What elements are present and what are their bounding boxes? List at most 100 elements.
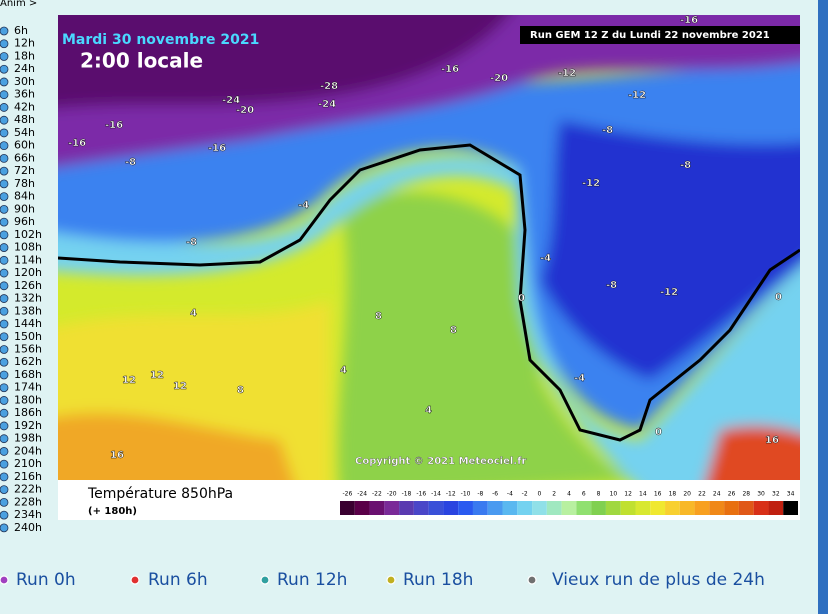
run-radio[interactable] — [386, 575, 396, 585]
hour-link[interactable]: 186h — [14, 406, 42, 419]
hour-link[interactable]: 84h — [14, 190, 35, 203]
run-link[interactable]: Vieux run de plus de 24h — [552, 570, 765, 590]
run-link[interactable]: Run 0h — [16, 570, 76, 590]
hour-link[interactable]: 90h — [14, 202, 35, 215]
hour-radio[interactable] — [0, 179, 9, 189]
hour-radio[interactable] — [0, 141, 9, 151]
hour-link[interactable]: 6h — [14, 24, 28, 37]
hour-link[interactable]: 216h — [14, 470, 42, 483]
color-swatch — [694, 501, 710, 515]
run-radio[interactable] — [260, 575, 270, 585]
hour-link[interactable]: 222h — [14, 483, 42, 496]
hour-link[interactable]: 78h — [14, 177, 35, 190]
hour-radio[interactable] — [0, 345, 9, 354]
hour-radio[interactable] — [0, 421, 9, 431]
hour-radio[interactable] — [0, 332, 9, 342]
run-link[interactable]: Run 18h — [403, 570, 473, 590]
hour-radio[interactable] — [0, 281, 9, 291]
hour-link[interactable]: 204h — [14, 444, 42, 457]
hour-radio[interactable] — [0, 497, 9, 507]
hour-link[interactable]: 126h — [14, 279, 42, 292]
hour-radio[interactable] — [0, 268, 9, 278]
run-link[interactable]: Run 12h — [277, 570, 347, 590]
hour-link[interactable]: 120h — [14, 266, 42, 279]
hour-radio[interactable] — [0, 39, 9, 49]
hour-link[interactable]: 210h — [14, 457, 42, 470]
hour-link[interactable]: 156h — [14, 343, 42, 356]
hour-link[interactable]: 30h — [14, 75, 35, 88]
hour-link[interactable]: 114h — [14, 253, 42, 266]
hour-link[interactable]: 36h — [14, 88, 35, 101]
hour-radio[interactable] — [0, 447, 9, 456]
color-swatch — [340, 501, 355, 515]
hour-radio[interactable] — [0, 192, 9, 202]
hour-radio[interactable] — [0, 408, 9, 418]
contour-label: -16 — [680, 15, 698, 26]
hour-link[interactable]: 12h — [14, 37, 35, 50]
hour-radio[interactable] — [0, 128, 9, 138]
hour-radio[interactable] — [0, 383, 9, 393]
hour-radio[interactable] — [0, 64, 9, 74]
contour-label: -12 — [660, 287, 678, 298]
hour-radio[interactable] — [0, 103, 9, 112]
hour-radio[interactable] — [0, 370, 9, 380]
hour-radio[interactable] — [0, 459, 9, 469]
hour-link[interactable]: 138h — [14, 304, 42, 317]
hour-link[interactable]: 54h — [14, 126, 35, 139]
hour-link[interactable]: 96h — [14, 215, 35, 228]
hour-radio[interactable] — [0, 154, 9, 163]
scrollbar[interactable] — [818, 0, 828, 614]
hour-radio[interactable] — [0, 115, 9, 125]
hour-link[interactable]: 48h — [14, 113, 35, 126]
hour-radio[interactable] — [0, 217, 9, 227]
hour-radio[interactable] — [0, 396, 9, 405]
hour-link[interactable]: 228h — [14, 495, 42, 508]
scale-label: -10 — [461, 491, 471, 498]
hour-radio[interactable] — [0, 306, 9, 316]
hour-link[interactable]: 180h — [14, 393, 42, 406]
hour-radio[interactable] — [0, 523, 9, 533]
run-radio[interactable] — [130, 575, 140, 585]
hour-radio[interactable] — [0, 472, 9, 482]
hour-radio[interactable] — [0, 243, 9, 252]
hour-radio[interactable] — [0, 26, 9, 36]
contour-label: -24 — [222, 95, 240, 106]
run-radio[interactable] — [527, 575, 537, 585]
hour-radio[interactable] — [0, 255, 9, 265]
hour-radio[interactable] — [0, 90, 9, 100]
hour-link[interactable]: 108h — [14, 241, 42, 254]
hour-link[interactable]: 144h — [14, 317, 42, 330]
run-radio[interactable] — [0, 575, 9, 585]
hour-link[interactable]: 42h — [14, 100, 35, 113]
hour-link[interactable]: 234h — [14, 508, 42, 521]
hour-link[interactable]: 240h — [14, 521, 42, 534]
hour-link[interactable]: 18h — [14, 49, 35, 62]
hour-link[interactable]: 192h — [14, 419, 42, 432]
copyright: Copyright © 2021 Meteociel.fr — [355, 456, 526, 467]
hour-link[interactable]: 66h — [14, 151, 35, 164]
hour-link[interactable]: 132h — [14, 292, 42, 305]
hour-link[interactable]: 168h — [14, 368, 42, 381]
hour-link[interactable]: 174h — [14, 381, 42, 394]
hour-radio[interactable] — [0, 166, 9, 176]
hour-radio[interactable] — [0, 294, 9, 303]
anim-link[interactable]: Anim > — [0, 0, 37, 9]
hour-link[interactable]: 162h — [14, 355, 42, 368]
hour-radio[interactable] — [0, 319, 9, 329]
hour-link[interactable]: 150h — [14, 330, 42, 343]
hour-link[interactable]: 198h — [14, 432, 42, 445]
hour-link[interactable]: 24h — [14, 62, 35, 75]
contour-label: -12 — [628, 90, 646, 101]
hour-radio[interactable] — [0, 52, 9, 61]
hour-radio[interactable] — [0, 230, 9, 240]
hour-link[interactable]: 60h — [14, 139, 35, 152]
hour-radio[interactable] — [0, 434, 9, 444]
hour-radio[interactable] — [0, 485, 9, 495]
hour-radio[interactable] — [0, 77, 9, 87]
hour-link[interactable]: 102h — [14, 228, 42, 241]
hour-radio[interactable] — [0, 357, 9, 367]
hour-radio[interactable] — [0, 510, 9, 520]
hour-radio[interactable] — [0, 204, 9, 214]
run-link[interactable]: Run 6h — [148, 570, 208, 590]
hour-link[interactable]: 72h — [14, 164, 35, 177]
